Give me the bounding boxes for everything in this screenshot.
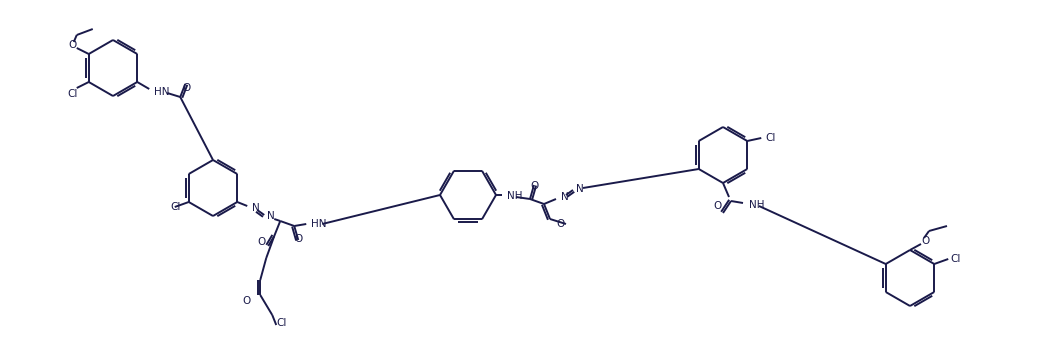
Text: N: N [253,203,260,213]
Text: O: O [713,201,721,211]
Text: N: N [576,184,584,194]
Text: O: O [257,237,265,247]
Text: NH: NH [749,200,764,210]
Text: N: N [267,211,275,221]
Text: NH: NH [507,191,522,201]
Text: O: O [555,219,564,229]
Text: Cl: Cl [950,254,960,264]
Text: Cl: Cl [171,202,181,212]
Text: Cl: Cl [68,89,78,99]
Text: O: O [921,236,929,246]
Text: HN: HN [155,87,170,97]
Text: O: O [294,234,303,244]
Text: HN: HN [311,219,327,229]
Text: Cl: Cl [277,318,287,328]
Text: O: O [69,40,77,50]
Text: O: O [530,181,538,191]
Text: N: N [561,192,569,202]
Text: O: O [242,296,251,306]
Text: O: O [182,83,190,93]
Text: Cl: Cl [765,133,776,143]
